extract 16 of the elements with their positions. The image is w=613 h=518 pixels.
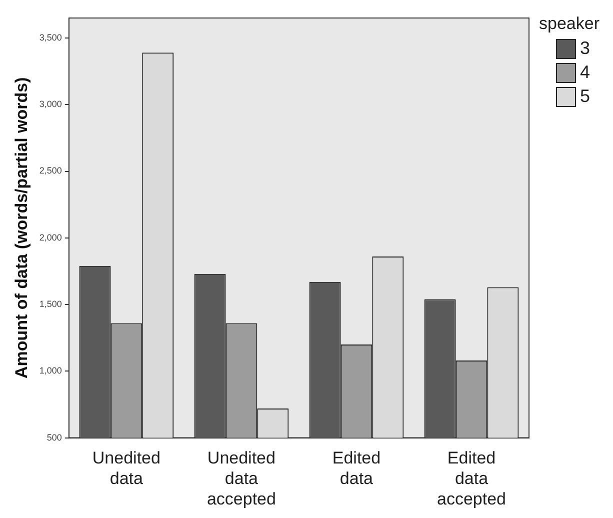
x-tick-label: Unedited data xyxy=(92,448,160,488)
legend-label: 5 xyxy=(580,86,590,107)
legend-title: speaker xyxy=(539,14,600,34)
x-tick-label: Edited data accepted xyxy=(436,448,506,508)
y-tick-label: 3,000 xyxy=(39,99,62,110)
y-tick-label: 500 xyxy=(46,432,62,442)
legend-label: 4 xyxy=(580,62,590,83)
y-tick-label: 1,000 xyxy=(39,366,62,376)
x-tick-label: Unedited data accepted xyxy=(206,448,276,508)
x-tick-label: Edited data xyxy=(332,448,381,488)
y-tick-label: 3,500 xyxy=(39,32,62,42)
y-tick-label: 2,000 xyxy=(39,232,62,242)
y-tick-label: 1,500 xyxy=(39,299,62,310)
legend-label: 3 xyxy=(580,38,590,59)
y-axis-title: Amount of data (words/partial words) xyxy=(12,77,31,379)
y-tick-label: 2,500 xyxy=(39,166,62,176)
